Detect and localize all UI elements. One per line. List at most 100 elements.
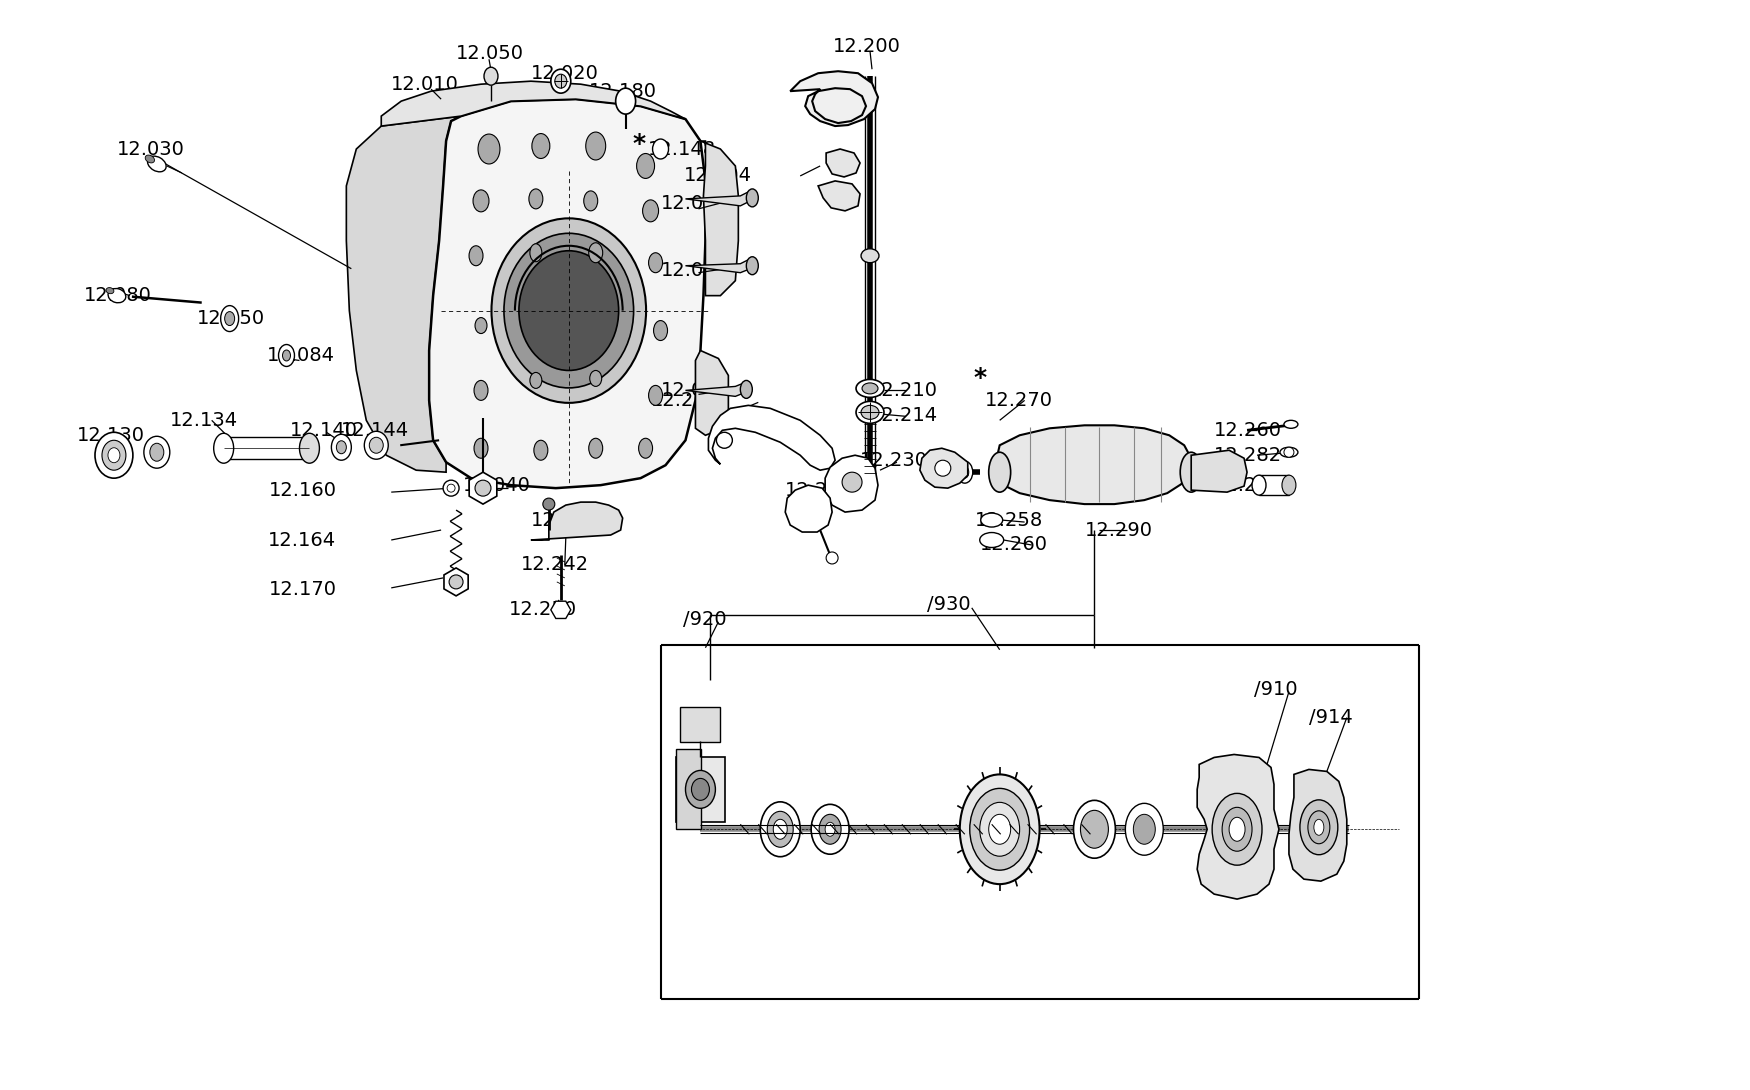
Ellipse shape bbox=[220, 305, 238, 331]
Polygon shape bbox=[1197, 754, 1279, 899]
Text: 12.164: 12.164 bbox=[268, 531, 336, 549]
Ellipse shape bbox=[474, 317, 487, 334]
Ellipse shape bbox=[1073, 800, 1115, 858]
Text: 12.290: 12.290 bbox=[1085, 521, 1153, 540]
Ellipse shape bbox=[336, 440, 346, 453]
Polygon shape bbox=[686, 191, 756, 206]
Text: 12.020: 12.020 bbox=[530, 63, 598, 83]
Ellipse shape bbox=[530, 373, 542, 388]
Polygon shape bbox=[786, 485, 831, 532]
Text: 12.270: 12.270 bbox=[985, 391, 1054, 410]
Polygon shape bbox=[382, 81, 686, 126]
Ellipse shape bbox=[492, 218, 646, 403]
Ellipse shape bbox=[861, 405, 878, 420]
Ellipse shape bbox=[108, 289, 126, 303]
Text: 12.134: 12.134 bbox=[170, 411, 238, 429]
Text: 12.160: 12.160 bbox=[268, 481, 336, 499]
Ellipse shape bbox=[474, 380, 488, 400]
Ellipse shape bbox=[649, 253, 663, 272]
Ellipse shape bbox=[504, 233, 634, 388]
Text: 12.230: 12.230 bbox=[786, 481, 854, 499]
Ellipse shape bbox=[1180, 452, 1202, 493]
Text: 12.058: 12.058 bbox=[660, 194, 728, 214]
Text: 12.210: 12.210 bbox=[870, 380, 938, 400]
Polygon shape bbox=[1192, 450, 1248, 493]
Ellipse shape bbox=[637, 154, 654, 179]
Text: 12.170: 12.170 bbox=[268, 580, 336, 600]
Ellipse shape bbox=[774, 820, 788, 839]
Ellipse shape bbox=[534, 440, 548, 460]
Text: 12.050: 12.050 bbox=[457, 44, 523, 63]
Bar bbox=[1258, 475, 1290, 495]
Text: 12.200: 12.200 bbox=[833, 37, 901, 56]
Circle shape bbox=[450, 574, 464, 589]
Text: 12.010: 12.010 bbox=[392, 75, 458, 94]
Ellipse shape bbox=[1279, 447, 1298, 457]
Circle shape bbox=[474, 481, 492, 496]
Text: /920: /920 bbox=[684, 610, 726, 629]
Ellipse shape bbox=[145, 155, 154, 162]
Circle shape bbox=[934, 460, 950, 476]
Ellipse shape bbox=[686, 771, 716, 809]
Ellipse shape bbox=[957, 461, 973, 483]
Ellipse shape bbox=[94, 433, 133, 479]
Circle shape bbox=[1284, 447, 1293, 457]
Ellipse shape bbox=[980, 513, 1003, 528]
Ellipse shape bbox=[282, 350, 290, 361]
Polygon shape bbox=[700, 141, 738, 295]
Ellipse shape bbox=[102, 440, 126, 470]
Ellipse shape bbox=[474, 438, 488, 458]
Text: 12.214: 12.214 bbox=[870, 405, 938, 425]
Ellipse shape bbox=[959, 774, 1040, 884]
Bar bbox=[681, 707, 721, 742]
Ellipse shape bbox=[812, 804, 849, 855]
Ellipse shape bbox=[766, 811, 793, 847]
Text: 12.260: 12.260 bbox=[1214, 421, 1283, 439]
Text: 12.130: 12.130 bbox=[77, 426, 145, 445]
Polygon shape bbox=[695, 351, 728, 435]
Text: 12.230: 12.230 bbox=[859, 451, 928, 470]
Bar bbox=[224, 437, 310, 459]
Ellipse shape bbox=[555, 74, 567, 88]
Text: 12.180: 12.180 bbox=[588, 82, 656, 100]
Ellipse shape bbox=[532, 134, 550, 158]
Ellipse shape bbox=[107, 288, 114, 293]
Ellipse shape bbox=[826, 822, 835, 836]
Ellipse shape bbox=[642, 199, 658, 222]
Text: 12.282: 12.282 bbox=[1214, 446, 1283, 464]
Ellipse shape bbox=[1300, 800, 1337, 855]
Text: 12.030: 12.030 bbox=[117, 140, 186, 158]
Circle shape bbox=[542, 498, 555, 510]
Ellipse shape bbox=[861, 249, 878, 263]
Ellipse shape bbox=[649, 386, 663, 405]
Text: 12.260: 12.260 bbox=[980, 535, 1048, 555]
Polygon shape bbox=[551, 602, 570, 618]
Ellipse shape bbox=[108, 448, 121, 463]
Polygon shape bbox=[826, 149, 859, 177]
Text: 12.068: 12.068 bbox=[660, 262, 728, 280]
Ellipse shape bbox=[1199, 457, 1220, 487]
Ellipse shape bbox=[970, 788, 1029, 870]
Text: /914: /914 bbox=[1309, 708, 1353, 727]
Ellipse shape bbox=[1251, 475, 1265, 495]
Text: 12.144: 12.144 bbox=[341, 421, 410, 439]
Ellipse shape bbox=[989, 452, 1011, 493]
Ellipse shape bbox=[639, 438, 653, 458]
Ellipse shape bbox=[1228, 818, 1244, 841]
Ellipse shape bbox=[863, 383, 878, 393]
Polygon shape bbox=[686, 383, 749, 397]
Polygon shape bbox=[686, 258, 756, 272]
Ellipse shape bbox=[520, 251, 620, 371]
Polygon shape bbox=[709, 405, 835, 470]
Polygon shape bbox=[530, 502, 623, 540]
Text: *: * bbox=[632, 132, 646, 156]
Ellipse shape bbox=[691, 778, 709, 800]
Ellipse shape bbox=[1283, 475, 1297, 495]
Text: 12.150: 12.150 bbox=[196, 310, 264, 328]
Text: 12.064: 12.064 bbox=[660, 380, 728, 400]
Text: 12.220: 12.220 bbox=[651, 391, 719, 410]
Polygon shape bbox=[826, 456, 878, 512]
Ellipse shape bbox=[1213, 794, 1262, 865]
Ellipse shape bbox=[369, 437, 383, 453]
Polygon shape bbox=[429, 99, 705, 488]
